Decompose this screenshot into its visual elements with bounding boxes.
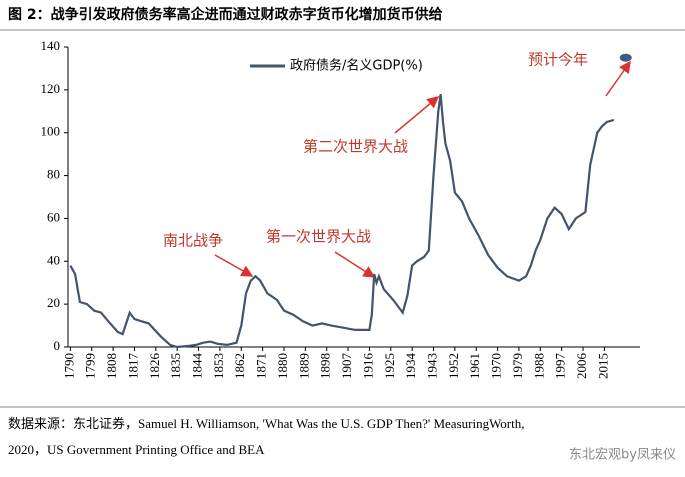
x-tick-label: 1808 bbox=[104, 353, 119, 379]
x-tick-label: 1889 bbox=[296, 353, 311, 379]
x-tick-label: 1826 bbox=[147, 353, 162, 380]
arrow bbox=[334, 251, 376, 278]
x-tick-label: 1970 bbox=[489, 353, 504, 379]
x-tick-label: 1871 bbox=[254, 353, 269, 379]
y-tick-label: 120 bbox=[41, 81, 61, 96]
x-tick-label: 1997 bbox=[553, 353, 568, 380]
annotation: 预计今年 bbox=[528, 51, 588, 69]
x-tick-label: 1961 bbox=[467, 353, 482, 379]
x-tick-label: 1880 bbox=[275, 353, 290, 379]
y-tick-label: 40 bbox=[47, 252, 60, 267]
forecast-point bbox=[619, 53, 632, 62]
x-tick-label: 1952 bbox=[446, 353, 461, 379]
y-tick-label: 0 bbox=[54, 338, 61, 353]
y-tick-label: 60 bbox=[47, 209, 60, 224]
x-tick-label: 1898 bbox=[318, 353, 333, 379]
x-tick-label: 1916 bbox=[360, 353, 375, 380]
arrow bbox=[214, 254, 254, 277]
data-line bbox=[69, 93, 615, 349]
x-tick-label: 1799 bbox=[83, 353, 98, 379]
annotation: 第一次世界大战 bbox=[266, 228, 371, 246]
source: 数据来源：东北证券，Samuel H. Williamson, 'What Wa… bbox=[8, 416, 524, 431]
x-tick-label: 2006 bbox=[574, 353, 589, 380]
y-tick-label: 140 bbox=[41, 38, 61, 53]
x-tick-label: 1790 bbox=[61, 353, 76, 379]
x-tick-label: 1943 bbox=[424, 353, 439, 379]
x-tick-label: 1907 bbox=[339, 353, 354, 380]
legend-label: 政府债务/名义GDP(%) bbox=[290, 58, 423, 74]
arrow bbox=[605, 60, 631, 97]
arrow bbox=[394, 96, 440, 134]
x-tick-label: 2015 bbox=[595, 353, 610, 379]
annotation: 第二次世界大战 bbox=[303, 138, 408, 156]
annotation: 南北战争 bbox=[163, 232, 223, 250]
x-tick-label: 1925 bbox=[382, 353, 397, 379]
x-tick-label: 1979 bbox=[510, 353, 525, 379]
x-tick-label: 1844 bbox=[190, 353, 205, 380]
chart-title: 图 2：战争引发政府债务率高企进而通过财政赤字货币化增加货币供给 bbox=[8, 6, 443, 23]
y-tick-label: 20 bbox=[47, 295, 60, 310]
x-tick-label: 1934 bbox=[403, 353, 418, 380]
x-tick-label: 1853 bbox=[211, 353, 226, 379]
x-tick-label: 1862 bbox=[232, 353, 247, 379]
watermark: 东北宏观by凤来仪 bbox=[569, 448, 676, 463]
y-tick-label: 100 bbox=[41, 124, 61, 139]
y-tick-label: 80 bbox=[47, 167, 60, 182]
x-tick-label: 1988 bbox=[531, 353, 546, 379]
source: 2020，US Government Printing Office and B… bbox=[8, 442, 265, 457]
x-tick-label: 1817 bbox=[125, 353, 140, 380]
x-tick-label: 1835 bbox=[168, 353, 183, 379]
